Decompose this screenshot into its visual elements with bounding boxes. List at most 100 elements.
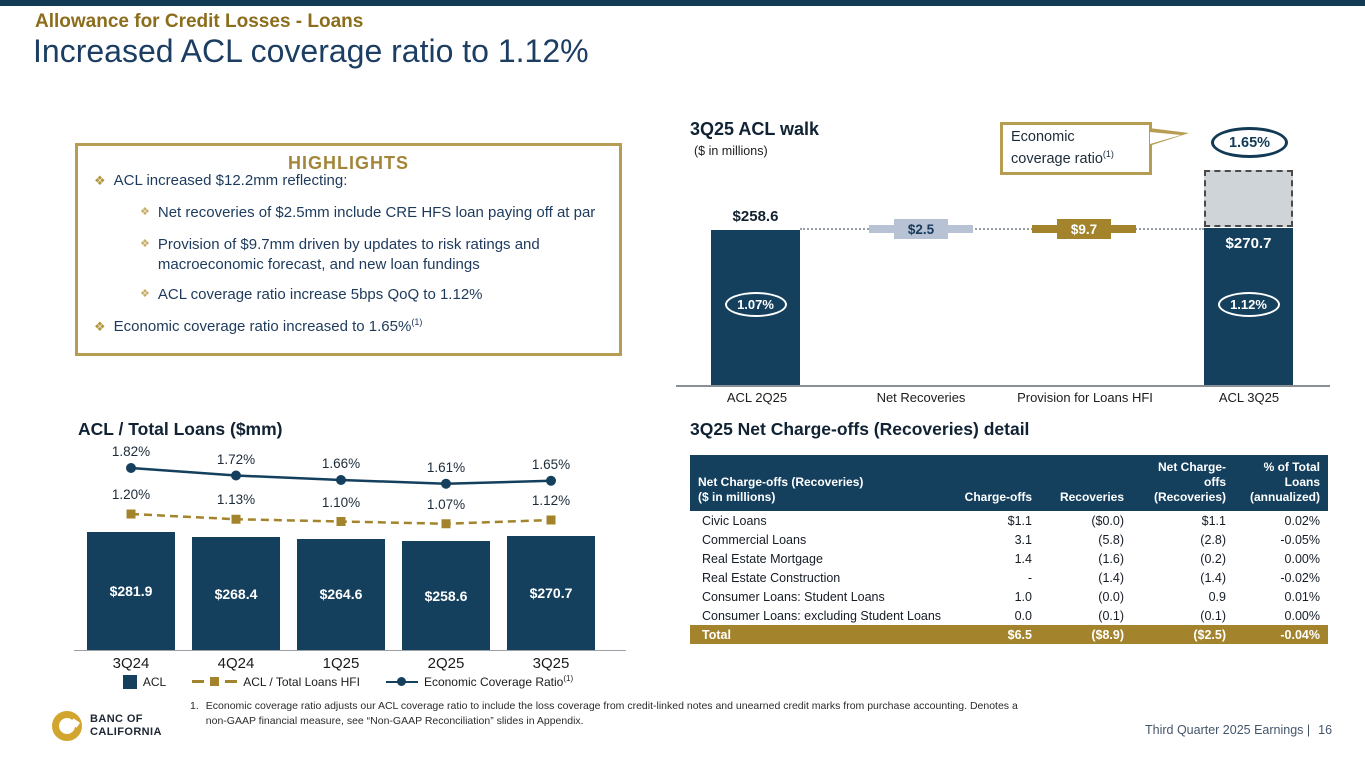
walk-chart-units: ($ in millions)	[694, 144, 768, 158]
highlight-bullet-2-text: Economic coverage ratio increased to 1.6…	[113, 317, 423, 335]
footer-label: Third Quarter 2025 Earnings |	[1145, 723, 1311, 737]
nco-row-value: (1.4)	[1200, 570, 1226, 585]
acl-bar-value: $268.4	[214, 585, 258, 602]
walk-axis-line	[676, 385, 1330, 387]
legend-econ-label: Economic Coverage Ratio(1)	[423, 674, 574, 689]
acl-chart-legend: ACL ACL / Total Loans HFI Economic Cover…	[78, 674, 618, 689]
nco-row-value: (1.4)	[1098, 570, 1124, 585]
walk-category-label: Provision for Loans HFI	[1017, 390, 1153, 405]
acl-bar-value: $258.6	[424, 587, 468, 604]
legend-item-hfi: ACL / Total Loans HFI	[192, 675, 360, 689]
nco-row-value: 0.02%	[1284, 513, 1320, 528]
nco-row-value: (0.1)	[1200, 608, 1226, 623]
hfi-dash-icon	[192, 680, 205, 683]
pct-label: 1.10%	[321, 494, 361, 510]
pct-label: 1.07%	[426, 496, 466, 512]
pct-label: 1.20%	[111, 487, 151, 502]
page-number: 16	[1318, 723, 1333, 737]
pct-label: 1.82%	[111, 444, 151, 459]
hfi-dash-icon	[225, 680, 238, 683]
pct-label: 1.12%	[531, 493, 571, 508]
nco-total-row: Total $6.5 ($8.9) ($2.5) -0.04%	[690, 625, 1328, 644]
nco-row: Consumer Loans: excluding Student Loans 0…	[690, 606, 1328, 625]
footnote: 1. Economic coverage ratio adjusts our A…	[190, 699, 1035, 728]
nco-header-chargeoffs: Charge-offs	[950, 455, 1040, 511]
legend-item-econ: Economic Coverage Ratio(1)	[385, 674, 574, 689]
nco-row: Real Estate Mortgage 1.4 (1.6) (0.2) 0.00%	[690, 549, 1328, 568]
nco-header-net: Net Charge-offs (Recoveries)	[1132, 455, 1234, 511]
nco-row-value: 0.9	[1208, 589, 1226, 604]
nco-row-label: Real Estate Mortgage	[702, 551, 823, 566]
diamond-bullet-icon: ❖	[140, 206, 150, 218]
diamond-bullet-icon: ❖	[94, 319, 106, 334]
page-title: Increased ACL coverage ratio to 1.12%	[33, 33, 589, 69]
nco-row-value: $1.1	[1201, 513, 1226, 528]
nco-row-value: (1.6)	[1098, 551, 1124, 566]
nco-row-value: 3.1	[1014, 532, 1032, 547]
acl-category-label: 3Q25	[532, 655, 570, 672]
acl-2q25-value: $258.6	[732, 208, 779, 225]
slide-kicker: Allowance for Credit Losses - Loans	[35, 11, 364, 32]
footnote-ref: (1)	[563, 674, 574, 683]
nco-row-value: $6.5	[950, 625, 1040, 644]
nco-row-value: (2.8)	[1200, 532, 1226, 547]
nco-header-recoveries: Recoveries	[1040, 455, 1132, 511]
legend-hfi-label: ACL / Total Loans HFI	[243, 674, 360, 689]
nco-row-value: 1.4	[1014, 551, 1032, 566]
pct-label: 1.61%	[426, 459, 466, 475]
nco-row-value: (0.1)	[1098, 608, 1124, 623]
hfi-square-marker-icon	[210, 677, 220, 686]
nco-row-value: -	[1027, 570, 1032, 585]
nco-row: Real Estate Construction - (1.4) (1.4) -0.02…	[690, 568, 1328, 587]
nco-header-rowlabel: Net Charge-offs (Recoveries) ($ in milli…	[690, 455, 950, 511]
econ-line-icon	[385, 677, 418, 686]
nco-row-value: ($8.9)	[1040, 625, 1132, 644]
econ-dot-marker-icon	[397, 677, 407, 686]
nco-header-row: Net Charge-offs (Recoveries) ($ in milli…	[690, 455, 1328, 511]
nco-row: Commercial Loans 3.1 (5.8) (2.8) -0.05%	[690, 530, 1328, 549]
nco-row-label: Total	[690, 625, 950, 644]
walk-category-label: Net Recoveries	[876, 390, 966, 405]
provision-value: $9.7	[1057, 219, 1111, 239]
acl-3q25-value: $270.7	[1225, 235, 1272, 252]
nco-row-value: -0.05%	[1280, 532, 1320, 547]
waterfall-connector-line	[800, 228, 1204, 230]
nco-row-value: 0.01%	[1284, 589, 1320, 604]
acl-bar-4Q24: $268.4	[192, 537, 280, 650]
nco-row-value: -0.02%	[1280, 570, 1320, 585]
highlight-sub-bullet-1-text: Net recoveries of $2.5mm include CRE HFS…	[157, 204, 596, 221]
acl-2q25-coverage-badge: 1.07%	[724, 292, 787, 317]
economic-coverage-ratio-badge: 1.65%	[1211, 127, 1288, 158]
acl-3q25-coverage-badge: 1.12%	[1217, 292, 1280, 317]
highlight-bullet-1: ❖ ACL increased $12.2mm reflecting:	[94, 171, 347, 191]
footer-page-info: Third Quarter 2025 Earnings | 16	[1145, 723, 1332, 737]
callout-line-1: Economic	[1011, 129, 1075, 145]
nco-table-title: 3Q25 Net Charge-offs (Recoveries) detail	[690, 419, 1030, 439]
diamond-bullet-icon: ❖	[140, 238, 150, 250]
diamond-bullet-icon: ❖	[94, 173, 106, 188]
highlights-panel: HIGHLIGHTS ❖ ACL increased $12.2mm refle…	[75, 143, 622, 356]
nco-row-value: 0.0	[1014, 608, 1032, 623]
economic-coverage-projection-box	[1204, 170, 1293, 227]
highlight-sub-bullet-1: ❖ Net recoveries of $2.5mm include CRE H…	[140, 203, 610, 223]
nco-row: Civic Loans $1.1 ($0.0) $1.1 0.02%	[690, 511, 1328, 530]
highlight-sub-bullet-3: ❖ ACL coverage ratio increase 5bps QoQ t…	[140, 285, 610, 305]
economic-coverage-callout: Economic coverage ratio(1)	[1000, 122, 1189, 175]
top-accent-bar	[0, 0, 1365, 6]
highlight-sub-bullet-2-text: Provision of $9.7mm driven by updates to…	[157, 236, 540, 273]
highlight-bullet-1-text: ACL increased $12.2mm reflecting:	[113, 172, 348, 189]
footnote-ref: (1)	[1102, 148, 1114, 159]
footnote-text: Economic coverage ratio adjusts our ACL …	[205, 700, 1018, 727]
nco-row-value: (0.0)	[1098, 589, 1124, 604]
acl-bar-value: $281.9	[109, 582, 153, 599]
footnote-number: 1.	[190, 700, 199, 712]
pct-label: 1.13%	[216, 492, 256, 508]
logo-text: BANC OF CALIFORNIA	[90, 712, 162, 738]
acl-3q25-bar: $270.7 1.12%	[1204, 228, 1293, 385]
acl-bar-value: $270.7	[529, 585, 573, 602]
nco-row-label: Civic Loans	[702, 513, 767, 528]
banc-of-california-logo: BANC OF CALIFORNIA	[52, 711, 162, 741]
highlight-bullet-2: ❖ Economic coverage ratio increased to 1…	[94, 317, 422, 337]
footnote-ref: (1)	[411, 317, 423, 327]
